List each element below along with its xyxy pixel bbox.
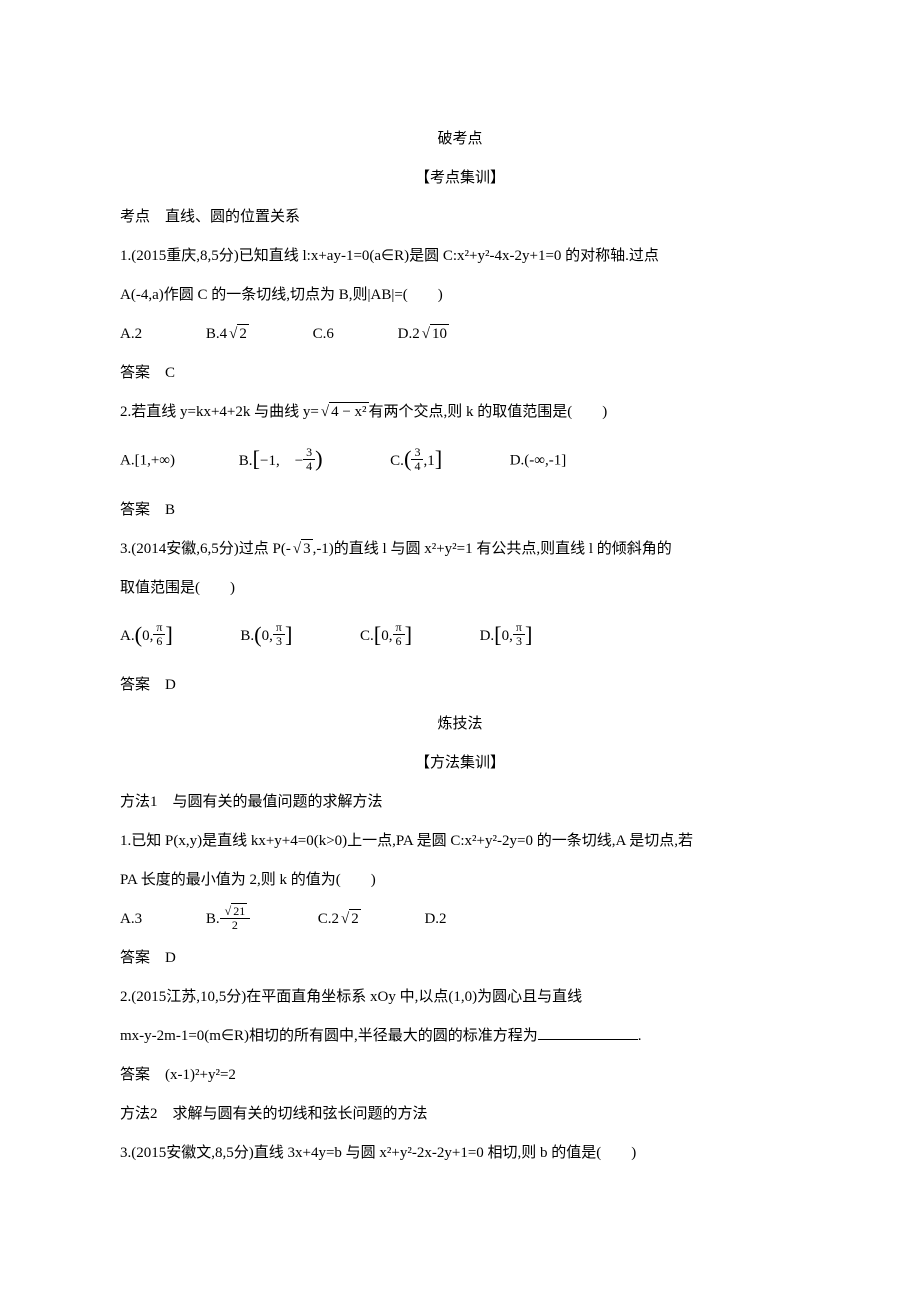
question-text: 1.(2015重庆,8,5分)已知直线 l:x+ay-1=0(a∈R)是圆 C:… (120, 237, 800, 276)
option-d: D.210 (398, 326, 449, 342)
answer: 答案 C (120, 354, 800, 393)
question-text: 2.(2015江苏,10,5分)在平面直角坐标系 xOy 中,以点(1,0)为圆… (120, 978, 800, 1017)
options-row: A.3 B.212 C.22 D.2 (120, 900, 800, 939)
topic-heading: 考点 直线、圆的位置关系 (120, 198, 800, 237)
option-c: C.[0,π6] (360, 628, 416, 644)
question-text: A(-4,a)作圆 C 的一条切线,切点为 B,则|AB|=( ) (120, 276, 800, 315)
answer: 答案 D (120, 666, 800, 705)
options-row: A.(0,π6] B.(0,π3] C.[0,π6] D.[0,π3] (120, 608, 800, 667)
question-text: 1.已知 P(x,y)是直线 kx+y+4=0(k>0)上一点,PA 是圆 C:… (120, 822, 800, 861)
section-subheader: 【考点集训】 (120, 159, 800, 198)
question-text: PA 长度的最小值为 2,则 k 的值为( ) (120, 861, 800, 900)
answer: 答案 (x-1)²+y²=2 (120, 1056, 800, 1095)
method-heading: 方法1 与圆有关的最值问题的求解方法 (120, 783, 800, 822)
options-row: A.2 B.42 C.6 D.210 (120, 315, 800, 354)
option-a: A.(0,π6] (120, 628, 177, 644)
option-d: D.2 (424, 911, 446, 927)
option-b: B.42 (206, 326, 249, 342)
option-b: B.[−1, −34) (239, 453, 327, 469)
option-a: A.3 (120, 911, 142, 927)
method-heading: 方法2 求解与圆有关的切线和弦长问题的方法 (120, 1095, 800, 1134)
answer: 答案 B (120, 491, 800, 530)
option-b: B.(0,π3] (240, 628, 296, 644)
question-text: mx-y-2m-1=0(m∈R)相切的所有圆中,半径最大的圆的标准方程为. (120, 1017, 800, 1056)
question-text: 取值范围是( ) (120, 569, 800, 608)
option-b: B.212 (206, 911, 254, 927)
option-c: C.22 (318, 911, 361, 927)
question-text: 3.(2015安徽文,8,5分)直线 3x+4y=b 与圆 x²+y²-2x-2… (120, 1134, 800, 1173)
options-row: A.[1,+∞) B.[−1, −34) C.(34,1] D.(-∞,-1] (120, 432, 800, 491)
fill-blank (538, 1023, 638, 1041)
section-subheader: 【方法集训】 (120, 744, 800, 783)
option-a: A.[1,+∞) (120, 453, 175, 469)
section-header: 破考点 (120, 120, 800, 159)
option-d: D.(-∞,-1] (510, 453, 567, 469)
question-text: 3.(2014安徽,6,5分)过点 P(-3,-1)的直线 l 与圆 x²+y²… (120, 530, 800, 569)
option-a: A.2 (120, 326, 142, 342)
option-c: C.(34,1] (390, 453, 446, 469)
option-d: D.[0,π3] (480, 628, 533, 644)
answer: 答案 D (120, 939, 800, 978)
section-header: 炼技法 (120, 705, 800, 744)
question-text: 2.若直线 y=kx+4+2k 与曲线 y=4 − x²有两个交点,则 k 的取… (120, 393, 800, 432)
option-c: C.6 (313, 326, 334, 342)
